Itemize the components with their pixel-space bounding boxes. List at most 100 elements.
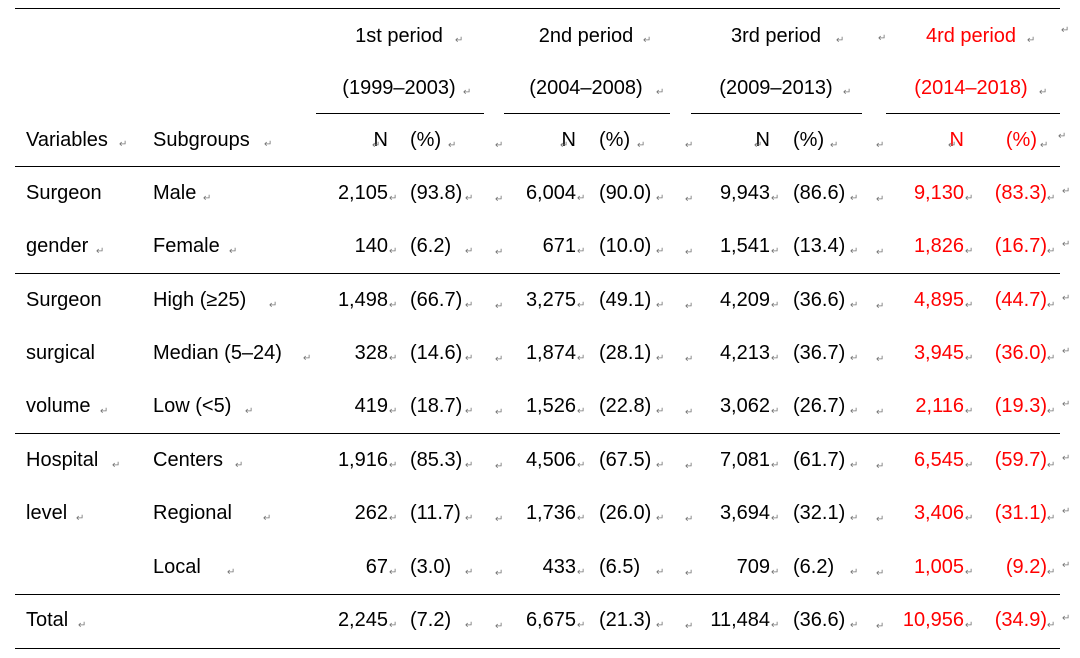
paragraph-mark: ↵ <box>263 513 272 524</box>
paragraph-mark: ↵ <box>771 513 780 524</box>
paragraph-mark: ↵ <box>389 513 398 524</box>
paragraph-mark: ↵ <box>771 300 780 311</box>
paragraph-mark: ↵ <box>850 406 859 417</box>
paragraph-mark: ↵ <box>465 567 474 578</box>
cell-pct: (6.2) <box>793 556 835 578</box>
paragraph-mark: ↵ <box>685 194 694 205</box>
cell-pct: (34.9) <box>994 609 1047 631</box>
paragraph-mark: ↵ <box>577 300 586 311</box>
paragraph-mark: ↵ <box>495 407 504 418</box>
paragraph-mark: ↵ <box>965 513 974 524</box>
cell-pct: (36.7) <box>793 342 846 364</box>
paragraph-mark: ↵ <box>965 620 974 631</box>
paragraph-mark: ↵ <box>685 140 694 151</box>
header-subgroups: Subgroups <box>153 129 250 151</box>
header-variables: Variables <box>26 129 108 151</box>
cell-n: 3,062 <box>719 395 770 417</box>
paragraph-mark: ↵ <box>754 140 763 151</box>
paragraph-mark: ↵ <box>389 193 398 204</box>
cell-pct: (14.6) <box>410 342 463 364</box>
cell-n: 3,406 <box>913 502 964 524</box>
cell-pct: (21.3) <box>599 609 652 631</box>
paragraph-mark: ↵ <box>685 407 694 418</box>
cell-pct: (16.7) <box>994 235 1047 257</box>
paragraph-mark: ↵ <box>235 460 244 471</box>
cell-pct: (67.5) <box>599 449 652 471</box>
row-variable: surgical <box>26 342 95 364</box>
paragraph-mark: ↵ <box>1047 406 1056 417</box>
group-rule-1 <box>15 273 1060 274</box>
paragraph-mark: ↵ <box>76 513 85 524</box>
cell-n: 671 <box>542 235 576 257</box>
cell-n: 262 <box>354 502 388 524</box>
paragraph-mark: ↵ <box>643 35 652 46</box>
cell-n: 11,484 <box>710 609 770 631</box>
paragraph-mark: ↵ <box>245 406 254 417</box>
period-underline-3 <box>691 113 862 114</box>
paragraph-mark: ↵ <box>1062 293 1071 304</box>
cell-pct: (86.6) <box>793 182 846 204</box>
cell-n: 4,506 <box>525 449 576 471</box>
paragraph-mark: ↵ <box>1062 613 1071 624</box>
cell-n: 1,498 <box>337 289 388 311</box>
paragraph-mark: ↵ <box>876 514 885 525</box>
cell-n: 1,541 <box>719 235 770 257</box>
cell-pct: (83.3) <box>994 182 1047 204</box>
paragraph-mark: ↵ <box>876 301 885 312</box>
cell-pct: (26.7) <box>793 395 846 417</box>
paragraph-mark: ↵ <box>965 460 974 471</box>
paragraph-mark: ↵ <box>1047 300 1056 311</box>
period-name-4: 4rd period <box>925 25 1017 47</box>
cell-pct: (31.1) <box>994 502 1047 524</box>
paragraph-mark: ↵ <box>1039 87 1048 98</box>
cell-n: 3,945 <box>913 342 964 364</box>
row-variable: Hospital <box>26 449 99 471</box>
paragraph-mark: ↵ <box>119 139 128 150</box>
cell-n: 9,943 <box>719 182 770 204</box>
paragraph-mark: ↵ <box>878 33 887 44</box>
cell-n: 6,675 <box>525 609 576 631</box>
paragraph-mark: ↵ <box>1040 140 1049 151</box>
period-underline-1 <box>316 113 484 114</box>
table-top-border <box>15 8 1060 9</box>
paragraph-mark: ↵ <box>656 87 665 98</box>
paragraph-mark: ↵ <box>771 193 780 204</box>
cell-pct: (10.0) <box>599 235 652 257</box>
paragraph-mark: ↵ <box>577 246 586 257</box>
cell-pct: (44.7) <box>994 289 1047 311</box>
paragraph-mark: ↵ <box>850 567 859 578</box>
paragraph-mark: ↵ <box>685 461 694 472</box>
paragraph-mark: ↵ <box>495 514 504 525</box>
paragraph-mark: ↵ <box>876 407 885 418</box>
period-years-2: (2004–2008) <box>529 77 643 99</box>
paragraph-mark: ↵ <box>495 247 504 258</box>
paragraph-mark: ↵ <box>656 567 665 578</box>
paragraph-mark: ↵ <box>850 300 859 311</box>
paragraph-mark: ↵ <box>1062 453 1071 464</box>
row-variable: Surgeon <box>26 182 102 204</box>
header-rule <box>15 166 1060 167</box>
group-rule-3 <box>15 594 1060 595</box>
paragraph-mark: ↵ <box>656 620 665 631</box>
row-subgroup: Female <box>153 235 220 257</box>
period-years-1: (1999–2003) <box>342 77 456 99</box>
cell-n: 9,130 <box>913 182 964 204</box>
paragraph-mark: ↵ <box>1047 513 1056 524</box>
paragraph-mark: ↵ <box>1058 131 1067 142</box>
paragraph-mark: ↵ <box>463 87 472 98</box>
paragraph-mark: ↵ <box>771 353 780 364</box>
paragraph-mark: ↵ <box>850 620 859 631</box>
paragraph-mark: ↵ <box>1047 620 1056 631</box>
paragraph-mark: ↵ <box>78 620 87 631</box>
paragraph-mark: ↵ <box>1062 399 1071 410</box>
paragraph-mark: ↵ <box>465 460 474 471</box>
paragraph-mark: ↵ <box>100 406 109 417</box>
paragraph-mark: ↵ <box>577 193 586 204</box>
paragraph-mark: ↵ <box>850 246 859 257</box>
paragraph-mark: ↵ <box>577 513 586 524</box>
cell-pct: (6.5) <box>599 556 641 578</box>
cell-n: 6,004 <box>525 182 576 204</box>
paragraph-mark: ↵ <box>495 354 504 365</box>
paragraph-mark: ↵ <box>850 460 859 471</box>
period-name-2: 2nd period <box>538 25 634 47</box>
